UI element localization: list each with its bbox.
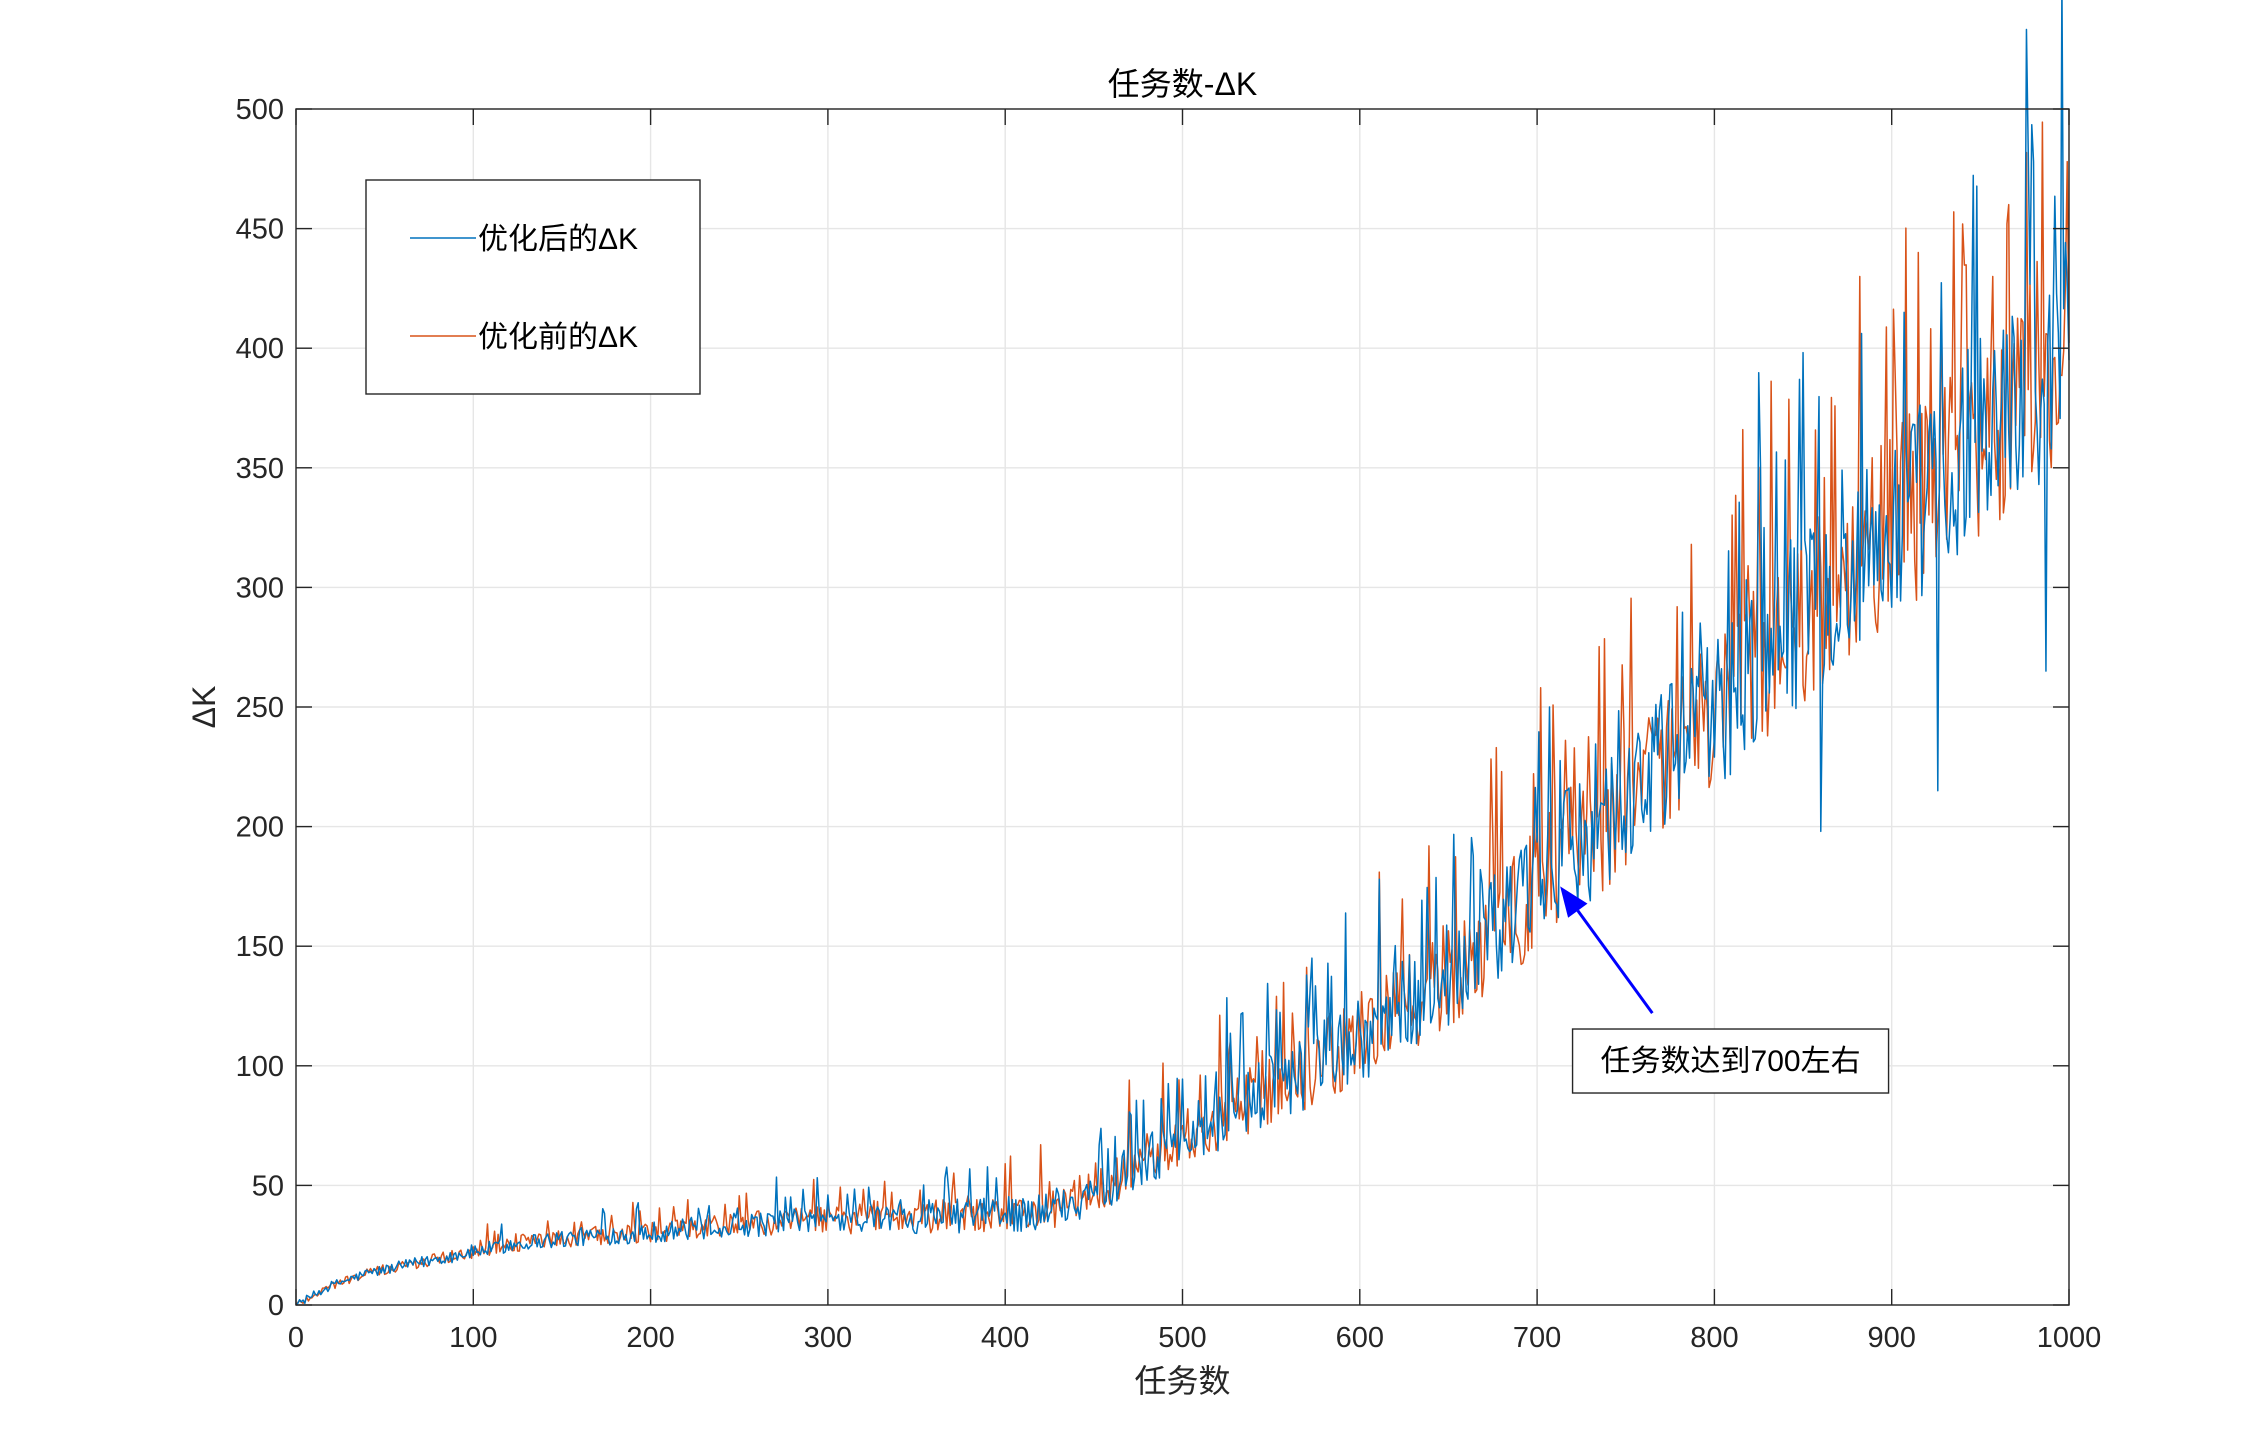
x-tick-label: 100 [449, 1322, 497, 1354]
x-tick-label: 300 [804, 1322, 852, 1354]
annotation-arrow [1576, 909, 1654, 1015]
y-tick-label: 150 [236, 931, 284, 963]
y-axis-title: ΔK [186, 686, 222, 729]
y-tick-label: 450 [236, 214, 284, 246]
y-tick-label: 100 [236, 1051, 284, 1083]
x-tick-label: 700 [1513, 1322, 1561, 1354]
x-tick-label: 500 [1158, 1322, 1206, 1354]
legend: 优化后的ΔK 优化前的ΔK [365, 179, 701, 395]
x-tick-label: 900 [1868, 1322, 1916, 1354]
x-tick-label: 200 [626, 1322, 674, 1354]
annotation-text: 任务数达到700左右 [1601, 1045, 1861, 1078]
x-tick-label: 1000 [2037, 1322, 2102, 1354]
x-tick-label: 600 [1336, 1322, 1384, 1354]
annotation-box [1571, 1028, 1890, 1094]
annotations: 任务数达到700左右 [1560, 886, 1890, 1094]
y-tick-label: 200 [236, 812, 284, 844]
x-tick-label: 400 [981, 1322, 1029, 1354]
x-tick-label: 0 [288, 1322, 304, 1354]
chart-title: 任务数-ΔK [1108, 66, 1257, 102]
x-tick-label: 800 [1690, 1322, 1738, 1354]
y-tick-label: 400 [236, 333, 284, 365]
annotation-arrowhead [1560, 886, 1588, 918]
y-tick-label: 500 [236, 94, 284, 126]
series-lines [295, 0, 2070, 1306]
y-tick-label: 300 [236, 572, 284, 604]
axes: 0 100 200 300 400 500 600 700 800 900 1000 0 50 100 15… [236, 94, 2102, 1354]
y-tick-label: 0 [268, 1290, 284, 1322]
legend-label: 优化前的ΔK [478, 321, 638, 354]
x-axis-title: 任务数 [1134, 1363, 1230, 1399]
series-line-after [295, 0, 2070, 1306]
y-tick-label: 250 [236, 692, 284, 724]
legend-box [365, 179, 701, 395]
legend-label: 优化后的ΔK [478, 223, 638, 256]
y-tick-label: 350 [236, 453, 284, 485]
y-tick-label: 50 [252, 1170, 284, 1202]
